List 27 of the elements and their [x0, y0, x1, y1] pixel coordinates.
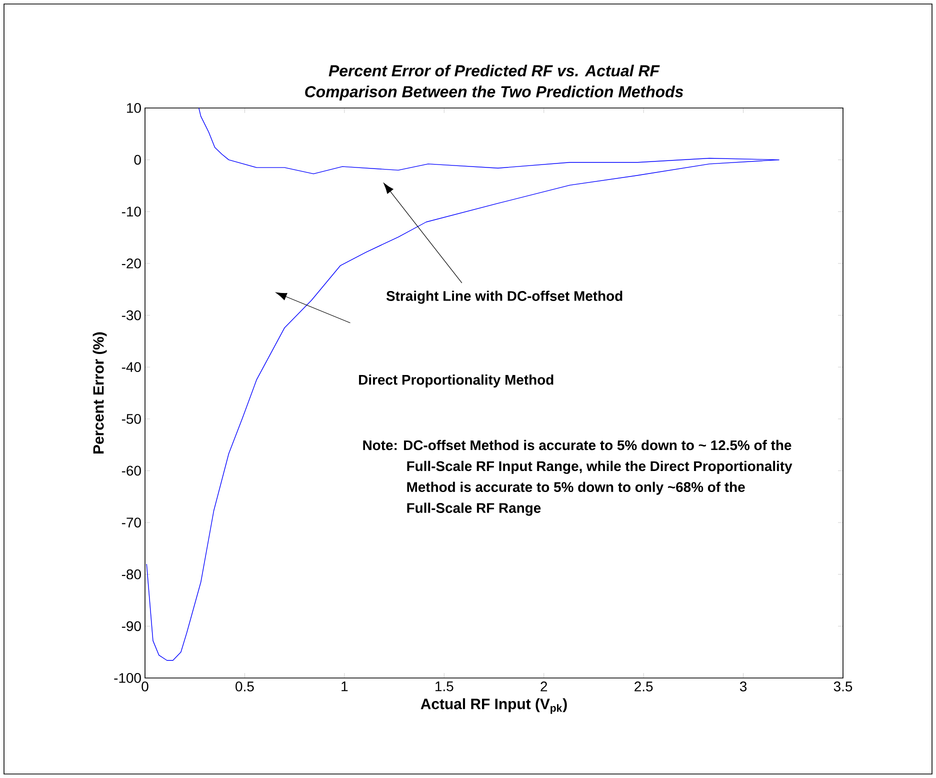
annotation: Straight Line with DC-offset Method: [386, 290, 622, 304]
y-tick-label: -10: [122, 206, 141, 217]
x-tick-label: 0: [142, 682, 148, 692]
x-axis-title: Actual RF Input (V$_{pk}$): [420, 698, 567, 714]
y-tick-label: -70: [122, 518, 141, 528]
y-tick-label: -100: [114, 673, 141, 683]
x-tick-label: 0.5: [236, 682, 254, 692]
y-tick-label: -80: [122, 569, 141, 580]
y-tick-label: -40: [122, 362, 141, 372]
annotation: Note: DC-offset Method is accurate to 5% down to ~ 12.5% of the Full-Scale RF Input Range, while the Direct Proportionality Method is accurate to 5% down to only ~68% of the Full-Scale RF Range: [363, 440, 792, 516]
x-tick-label: 1: [342, 682, 348, 692]
x-tick-label: 3.5: [834, 682, 852, 692]
chart-subtitle: Comparison Between the Two Prediction Methods: [305, 86, 684, 100]
y-tick-label: -50: [122, 414, 141, 424]
x-tick-label: 1.5: [436, 682, 454, 692]
annotation: Direct Proportionality Method: [359, 374, 554, 388]
x-tick-label: 2: [540, 682, 548, 692]
y-tick-label: -20: [122, 258, 141, 268]
y-tick-label: -60: [122, 466, 141, 476]
x-tick-label: 2.5: [634, 682, 653, 692]
y-tick-label: -90: [122, 621, 141, 632]
y-tick-label: -30: [122, 310, 141, 320]
y-tick-label: 0: [134, 154, 141, 165]
x-tick-label: 3: [740, 682, 747, 692]
y-tick-label: 10: [127, 103, 141, 113]
chart-title: Percent Error of Predicted RF vs. Actual RF: [328, 64, 660, 76]
y-axis-title: Percent Error (%): [92, 332, 107, 454]
